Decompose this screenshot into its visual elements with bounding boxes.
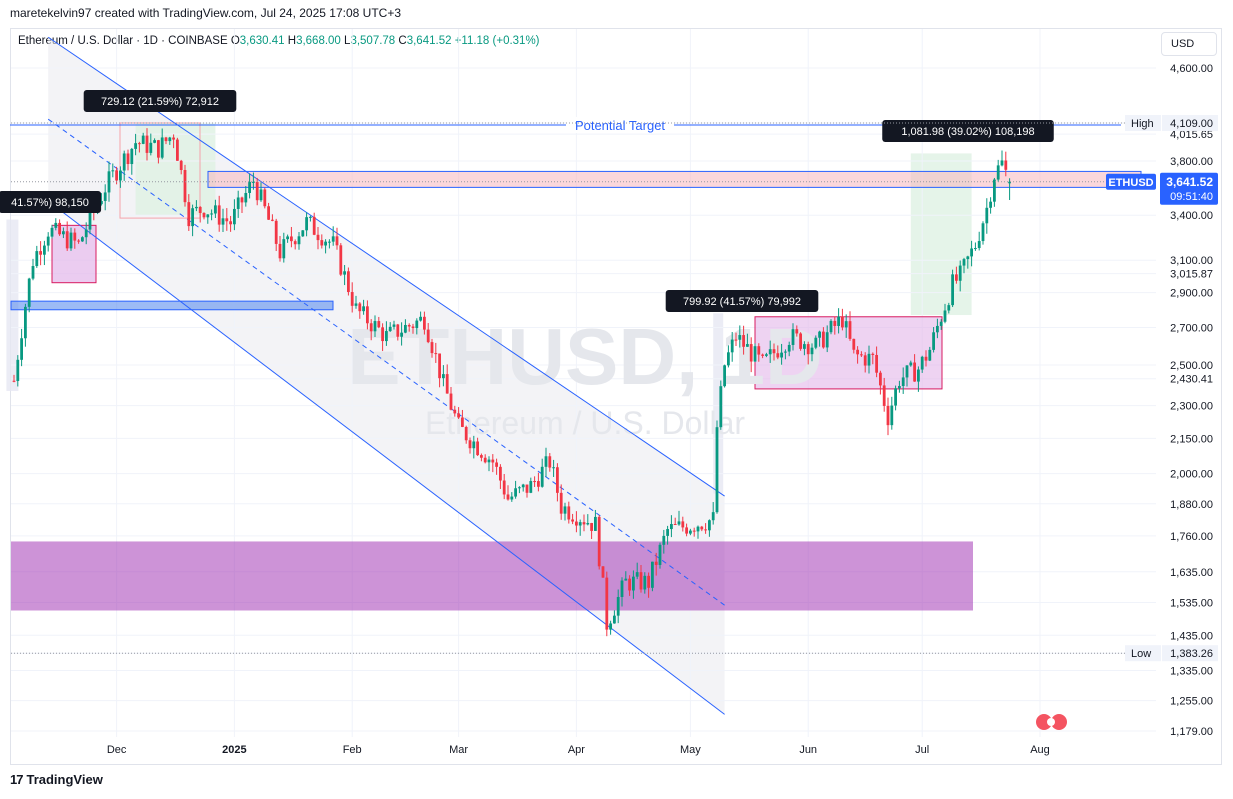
change-value: +11.18 (+0.31%) [454,35,540,47]
footer-brand-name: TradingView [26,772,103,787]
high-key: H [287,35,297,47]
close-key: C [398,35,407,47]
low-value: 3,507.78 [350,35,396,47]
chart-frame [10,28,1222,765]
symbol-description: Ethereum / U.S. Dollar · 1D · COINBASE [18,35,228,47]
close-value: 3,641.52 [406,35,452,47]
chart-attribution: maretekelvin97 created with TradingView.… [10,6,401,20]
footer-branding: 17 TradingView [10,772,103,787]
high-value: 3,668.00 [296,35,341,47]
open-value: 3,630.41 [239,35,285,47]
open-key: O [230,35,240,47]
tradingview-logo-icon: 17 [10,772,24,787]
currency-button[interactable]: USD [1161,32,1217,56]
ohlc-legend: Ethereum / U.S. Dollar · 1D · COINBASE O… [18,35,540,47]
